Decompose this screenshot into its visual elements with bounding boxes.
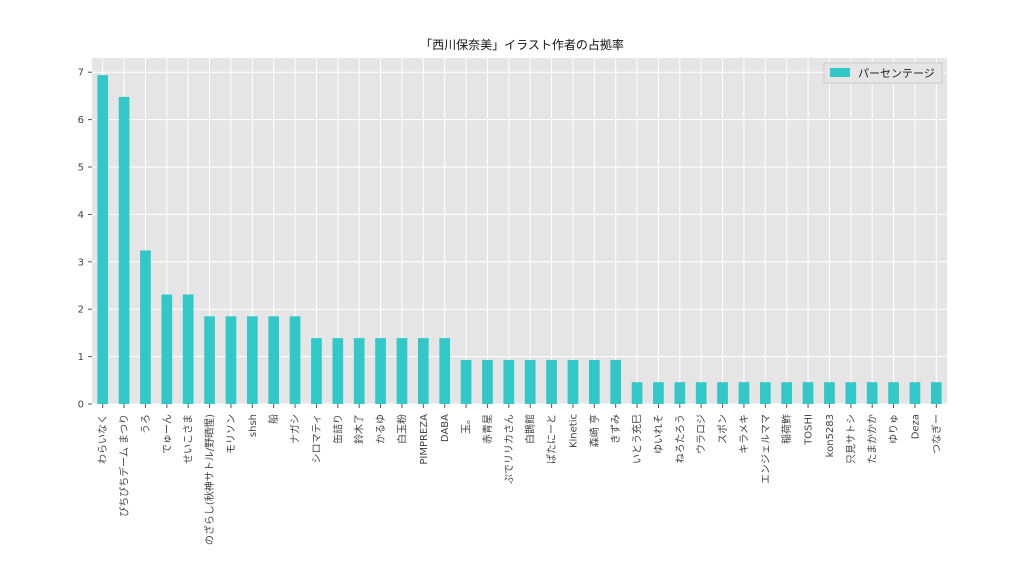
y-tick-label: 0 (78, 400, 84, 411)
x-tick-label: シロマティ (312, 414, 323, 463)
bar (909, 382, 921, 404)
y-tick-label: 3 (78, 257, 84, 268)
bars (97, 75, 942, 404)
x-tick-label: 缶詰り (331, 414, 344, 444)
y-axis-ticks: 0 1 2 3 4 5 6 7 (78, 68, 92, 411)
bar (375, 338, 386, 404)
x-tick-label: せいこさま (183, 414, 195, 464)
bar (781, 382, 793, 404)
y-tick-label: 4 (78, 210, 84, 221)
bar (225, 316, 237, 404)
x-tick-label: スポン (717, 414, 729, 444)
bar (460, 359, 472, 404)
x-tick-label: 稲荷鮓 (780, 414, 793, 444)
x-tick-label: 白玉粉 (395, 414, 408, 444)
x-tick-label: 赤青星 (481, 414, 494, 444)
x-tick-label: Kinetic (568, 414, 579, 448)
bar (396, 338, 408, 404)
x-tick-label: かるゆ (375, 414, 387, 444)
bar (332, 338, 344, 404)
bar (140, 250, 151, 404)
y-tick-label: 2 (78, 305, 84, 316)
bar (930, 382, 942, 404)
legend: パーセンテージ (823, 62, 943, 84)
bar (824, 382, 835, 404)
x-tick-label: いとう充巳 (631, 414, 644, 464)
bar (546, 359, 557, 404)
bar (182, 294, 194, 404)
x-tick-label: うろ (140, 414, 152, 434)
x-tick-label: TOSHI (804, 414, 815, 446)
legend-swatch (830, 68, 850, 77)
x-tick-label: ウラロジ (696, 414, 708, 454)
x-tick-label: つなぎー (930, 414, 943, 454)
y-tick-label: 7 (78, 68, 84, 79)
bar (289, 316, 301, 404)
x-tick-label: わらいなく (97, 414, 109, 464)
x-tick-label: 船 (267, 414, 280, 424)
bar (631, 382, 643, 404)
bar (417, 338, 429, 404)
x-tick-label: 森崎 亨 (588, 414, 601, 447)
y-tick-label: 5 (78, 163, 84, 174)
x-tick-label: shsh (248, 414, 259, 437)
x-tick-label: 鈴木了 (353, 414, 366, 444)
x-tick-label: モリソン (226, 414, 237, 454)
bar (482, 359, 493, 404)
bar (759, 382, 771, 404)
bar (439, 338, 451, 404)
x-tick-label: ゆりゅ (888, 414, 900, 444)
x-tick-label: 只見サトシ (845, 414, 857, 464)
bar (674, 382, 686, 404)
x-tick-label: のざらし(秋神サトル/野晒惺) (203, 414, 216, 545)
chart-title: 「西川保奈美」イラスト作者の占拠率 (420, 37, 624, 52)
x-tick-label: ぱたにーと (546, 414, 558, 464)
legend-label: パーセンテージ (858, 67, 935, 80)
y-tick-label: 1 (78, 352, 84, 363)
bar (653, 382, 664, 404)
legend-box (823, 62, 943, 84)
bar (161, 294, 173, 404)
bar (738, 382, 750, 404)
x-tick-label: 玉。 (462, 414, 473, 434)
bar (802, 382, 814, 404)
bar (311, 338, 322, 404)
x-tick-label: ぷでリリカさん (503, 414, 515, 484)
bar (888, 382, 899, 404)
x-tick-label: DABA (440, 414, 451, 442)
x-tick-label: ゆいれそ (653, 414, 665, 454)
bar (524, 359, 536, 404)
bar (567, 359, 579, 404)
x-tick-label: エンジェルママ (761, 414, 772, 484)
bar (717, 382, 728, 404)
x-tick-label: Deza (910, 414, 921, 439)
bar (268, 316, 280, 404)
x-tick-label: ナガシ (290, 414, 302, 444)
bar (97, 75, 109, 404)
x-tick-label: 白鵲館 (524, 414, 537, 444)
x-tick-label: キラメキ (738, 414, 750, 454)
bar (866, 382, 878, 404)
bar (118, 96, 130, 404)
bar (845, 382, 857, 404)
bar (588, 359, 600, 404)
bar (610, 359, 622, 404)
x-tick-label: たまかかか (867, 414, 879, 464)
x-axis-ticks: わらいなく ぴちぴちデーム まつり うろ でゅーん せいこさま のざらし(秋神サトル/野晒… (97, 404, 943, 545)
bar (246, 316, 258, 404)
plot-area (92, 58, 947, 404)
x-tick-label: ぴちぴちデーム まつり (118, 414, 131, 517)
bar (503, 359, 515, 404)
x-tick-label: kon5283 (825, 414, 836, 457)
bar (353, 338, 365, 404)
bar (204, 316, 215, 404)
y-tick-label: 6 (78, 115, 84, 126)
bar (695, 382, 707, 404)
x-tick-label: ねろたろう (674, 414, 686, 463)
x-tick-label: でゅーん (161, 414, 173, 454)
x-tick-label: PIMPREZA (419, 414, 430, 465)
x-tick-label: きずみ (610, 414, 622, 444)
